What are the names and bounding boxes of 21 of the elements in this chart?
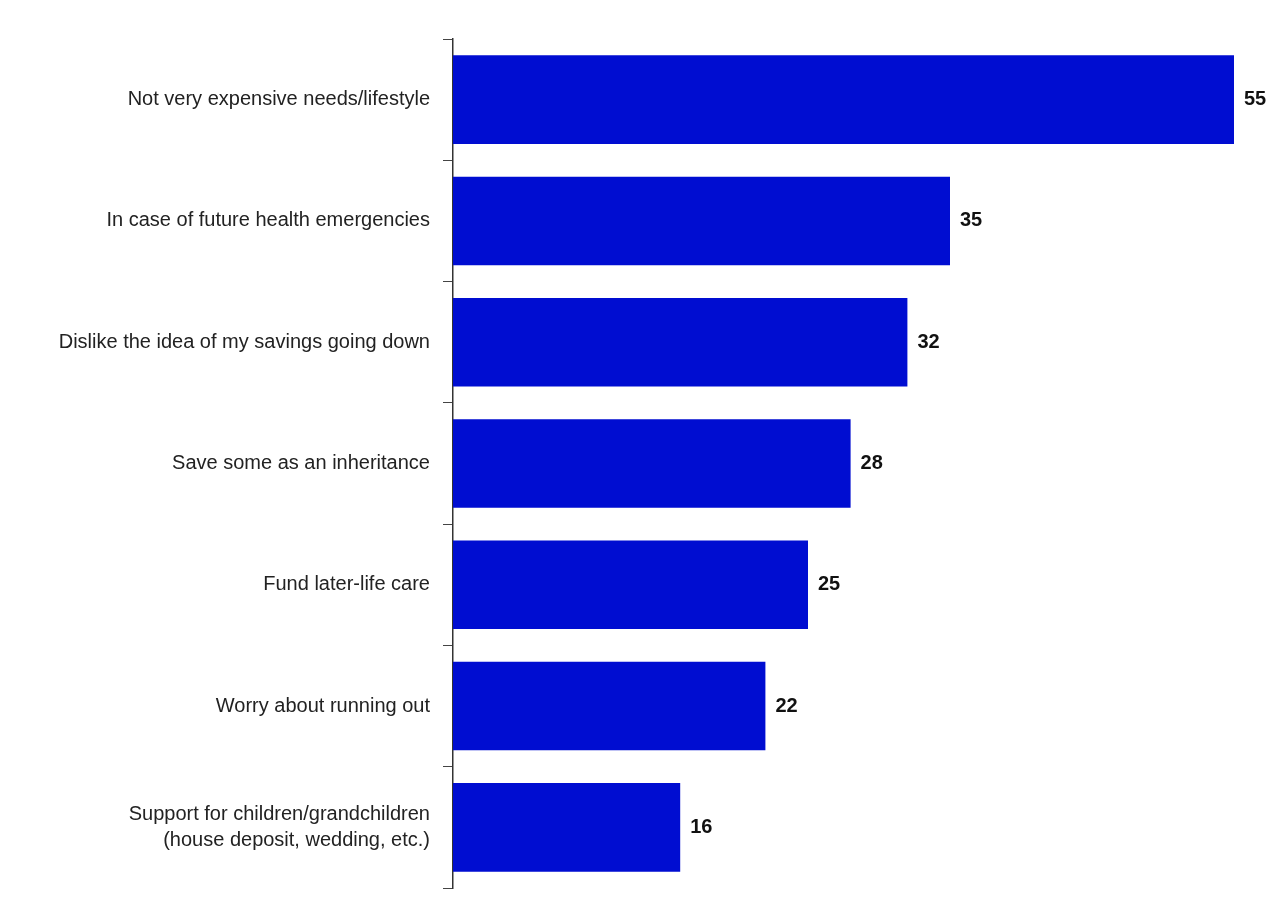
y-tick-label: Save some as an inheritance bbox=[172, 451, 430, 474]
bar bbox=[453, 783, 681, 872]
data-label: 22 bbox=[775, 693, 798, 716]
bar bbox=[453, 540, 808, 630]
bar bbox=[453, 55, 1234, 144]
data-label: 55 bbox=[1244, 87, 1267, 110]
y-tick-label: In case of future health emergencies bbox=[106, 208, 430, 231]
y-tick-label: Fund later-life care bbox=[263, 572, 430, 595]
bar bbox=[453, 297, 908, 387]
data-label: 28 bbox=[860, 451, 883, 474]
data-label: 32 bbox=[917, 329, 940, 352]
bar bbox=[453, 176, 950, 266]
y-tick-label: Worry about running out bbox=[215, 693, 431, 716]
y-tick-label: Support for children/grandchildren (house deposit, wedding, etc.) bbox=[128, 801, 430, 850]
y-tick-label: Not very expensive needs/lifestyle bbox=[127, 87, 430, 110]
data-label: 35 bbox=[960, 208, 983, 231]
y-tick-label: Dislike the idea of my savings going down bbox=[58, 329, 430, 352]
data-label: 16 bbox=[690, 814, 713, 837]
data-label: 25 bbox=[818, 572, 841, 595]
bar bbox=[453, 419, 851, 508]
bar bbox=[453, 661, 766, 751]
